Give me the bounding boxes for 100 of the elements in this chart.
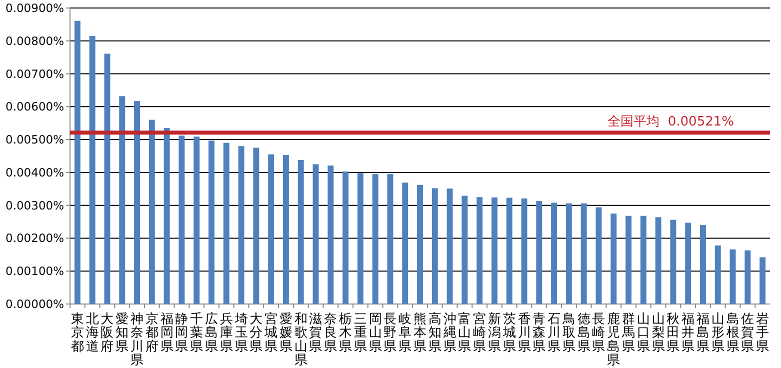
bar xyxy=(536,201,542,304)
bar xyxy=(491,197,498,304)
x-tick-label: 長崎県 xyxy=(592,312,606,354)
x-tick-label: 奈良県 xyxy=(324,312,338,354)
x-tick-label: 三重県 xyxy=(354,312,367,354)
bar xyxy=(417,184,423,304)
x-tick-label: 島根県 xyxy=(726,312,740,354)
x-tick-label: 宮城県 xyxy=(264,311,278,354)
bar xyxy=(74,20,80,304)
bar xyxy=(253,148,260,304)
x-tick-label: 岐阜県 xyxy=(398,312,412,354)
bar xyxy=(223,142,230,304)
bar xyxy=(640,216,646,304)
bar xyxy=(194,136,200,304)
bar xyxy=(402,182,408,304)
bar xyxy=(714,245,721,304)
y-tick-label: 0.00000% xyxy=(6,297,64,312)
x-tick-label: 滋賀県 xyxy=(309,312,322,354)
bar xyxy=(298,160,304,304)
y-tick-label: 0.00200% xyxy=(6,231,64,246)
bar xyxy=(328,166,334,304)
x-tick-label: 福島県 xyxy=(696,312,710,354)
bar xyxy=(730,249,736,304)
x-tick-label: 山形県 xyxy=(711,312,724,354)
bar xyxy=(670,220,676,304)
x-tick-label: 千葉県 xyxy=(190,312,204,354)
bar xyxy=(268,154,274,304)
bar xyxy=(119,96,126,304)
x-tick-label: 福岡県 xyxy=(160,312,174,354)
bar xyxy=(104,54,110,304)
bar xyxy=(208,140,214,304)
x-tick-label: 福井県 xyxy=(682,312,695,354)
bar xyxy=(506,198,512,304)
bar xyxy=(551,202,558,304)
y-tick-label: 0.00800% xyxy=(6,34,64,48)
x-tick-label: 高知県 xyxy=(428,311,442,354)
y-tick-label: 0.00700% xyxy=(6,66,64,81)
x-tick-label: 鹿児島県 xyxy=(607,312,620,368)
bar xyxy=(164,128,170,304)
x-tick-label: 長野県 xyxy=(384,312,397,354)
y-tick-label: 0.00400% xyxy=(6,165,64,180)
bar xyxy=(312,164,319,304)
y-tick-label: 0.00500% xyxy=(6,132,64,147)
bar xyxy=(446,188,453,304)
bar xyxy=(342,171,349,304)
x-tick-label: 熊本県 xyxy=(414,312,426,354)
bar xyxy=(238,146,244,304)
x-tick-label: 富山県 xyxy=(458,311,472,354)
bar xyxy=(134,101,140,304)
x-tick-label: 京都府 xyxy=(145,312,158,354)
bar xyxy=(89,36,96,304)
bar xyxy=(178,136,185,304)
x-tick-label: 山口県 xyxy=(636,312,650,354)
x-tick-label: 広島県 xyxy=(204,311,218,354)
x-tick-label: 東京都 xyxy=(70,312,84,354)
x-tick-label: 北海道 xyxy=(86,312,99,354)
x-tick-label: 静岡県 xyxy=(175,312,188,354)
bar xyxy=(432,188,438,304)
bar xyxy=(610,214,617,304)
x-tick-label: 茨城県 xyxy=(502,312,516,354)
x-tick-label: 大阪府 xyxy=(100,312,114,354)
bar xyxy=(462,196,468,304)
bar xyxy=(655,217,662,304)
bar xyxy=(387,174,394,304)
x-tick-label: 佐賀県 xyxy=(741,312,754,354)
bar xyxy=(744,250,751,304)
bar xyxy=(685,222,692,304)
x-tick-label: 沖縄県 xyxy=(442,312,456,354)
x-tick-label: 秋田県 xyxy=(666,312,680,354)
x-tick-label: 宮崎県 xyxy=(473,311,486,354)
x-tick-label: 岡山県 xyxy=(368,312,382,354)
x-tick-label: 埼玉県 xyxy=(234,312,248,354)
x-tick-label: 青森県 xyxy=(532,312,546,354)
bar xyxy=(521,198,528,304)
bar xyxy=(282,155,289,304)
x-tick-label: 神奈川県 xyxy=(130,312,144,368)
x-tick-label: 鳥取県 xyxy=(561,312,576,354)
bar xyxy=(700,225,706,304)
bar xyxy=(596,207,602,304)
bar xyxy=(760,257,766,304)
y-tick-label: 0.00300% xyxy=(6,198,64,212)
y-tick-label: 0.00100% xyxy=(6,264,64,278)
x-tick-label: 和歌山県 xyxy=(294,312,308,368)
y-tick-label: 0.00900% xyxy=(6,1,64,16)
x-tick-label: 香川県 xyxy=(518,312,531,354)
bar xyxy=(148,120,155,304)
x-tick-label: 石川県 xyxy=(548,312,561,354)
x-tick-label: 群馬県 xyxy=(621,312,636,354)
x-tick-label: 新潟県 xyxy=(488,312,501,354)
x-tick-label: 山梨県 xyxy=(652,312,665,354)
x-tick-label: 愛知県 xyxy=(116,312,129,354)
bar xyxy=(566,203,572,304)
bar xyxy=(357,173,364,304)
x-tick-label: 岩手県 xyxy=(756,312,770,354)
bar xyxy=(580,203,587,304)
x-tick-label: 愛媛県 xyxy=(279,312,292,354)
x-tick-label: 徳島県 xyxy=(577,312,590,354)
x-tick-label: 大分県 xyxy=(250,312,263,354)
ref-line-label: 全国平均 0.00521% xyxy=(608,114,734,130)
bar xyxy=(626,216,632,304)
